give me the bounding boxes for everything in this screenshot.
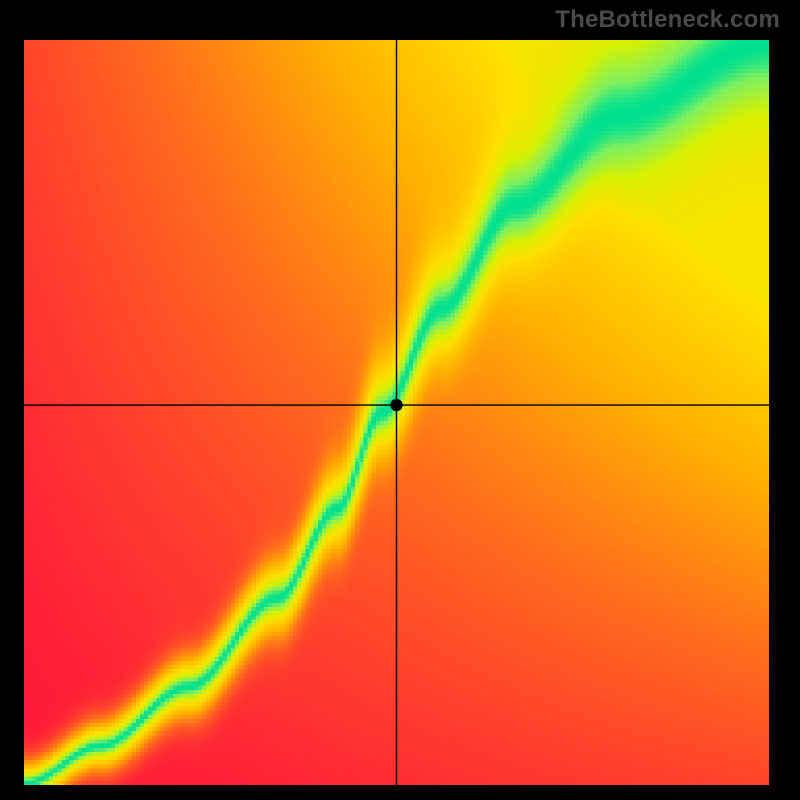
- chart-container: { "watermark": { "text": "TheBottleneck.…: [0, 0, 800, 800]
- watermark-text: TheBottleneck.com: [555, 6, 780, 34]
- crosshair-overlay: [0, 0, 800, 800]
- crosshair-marker: [390, 399, 402, 411]
